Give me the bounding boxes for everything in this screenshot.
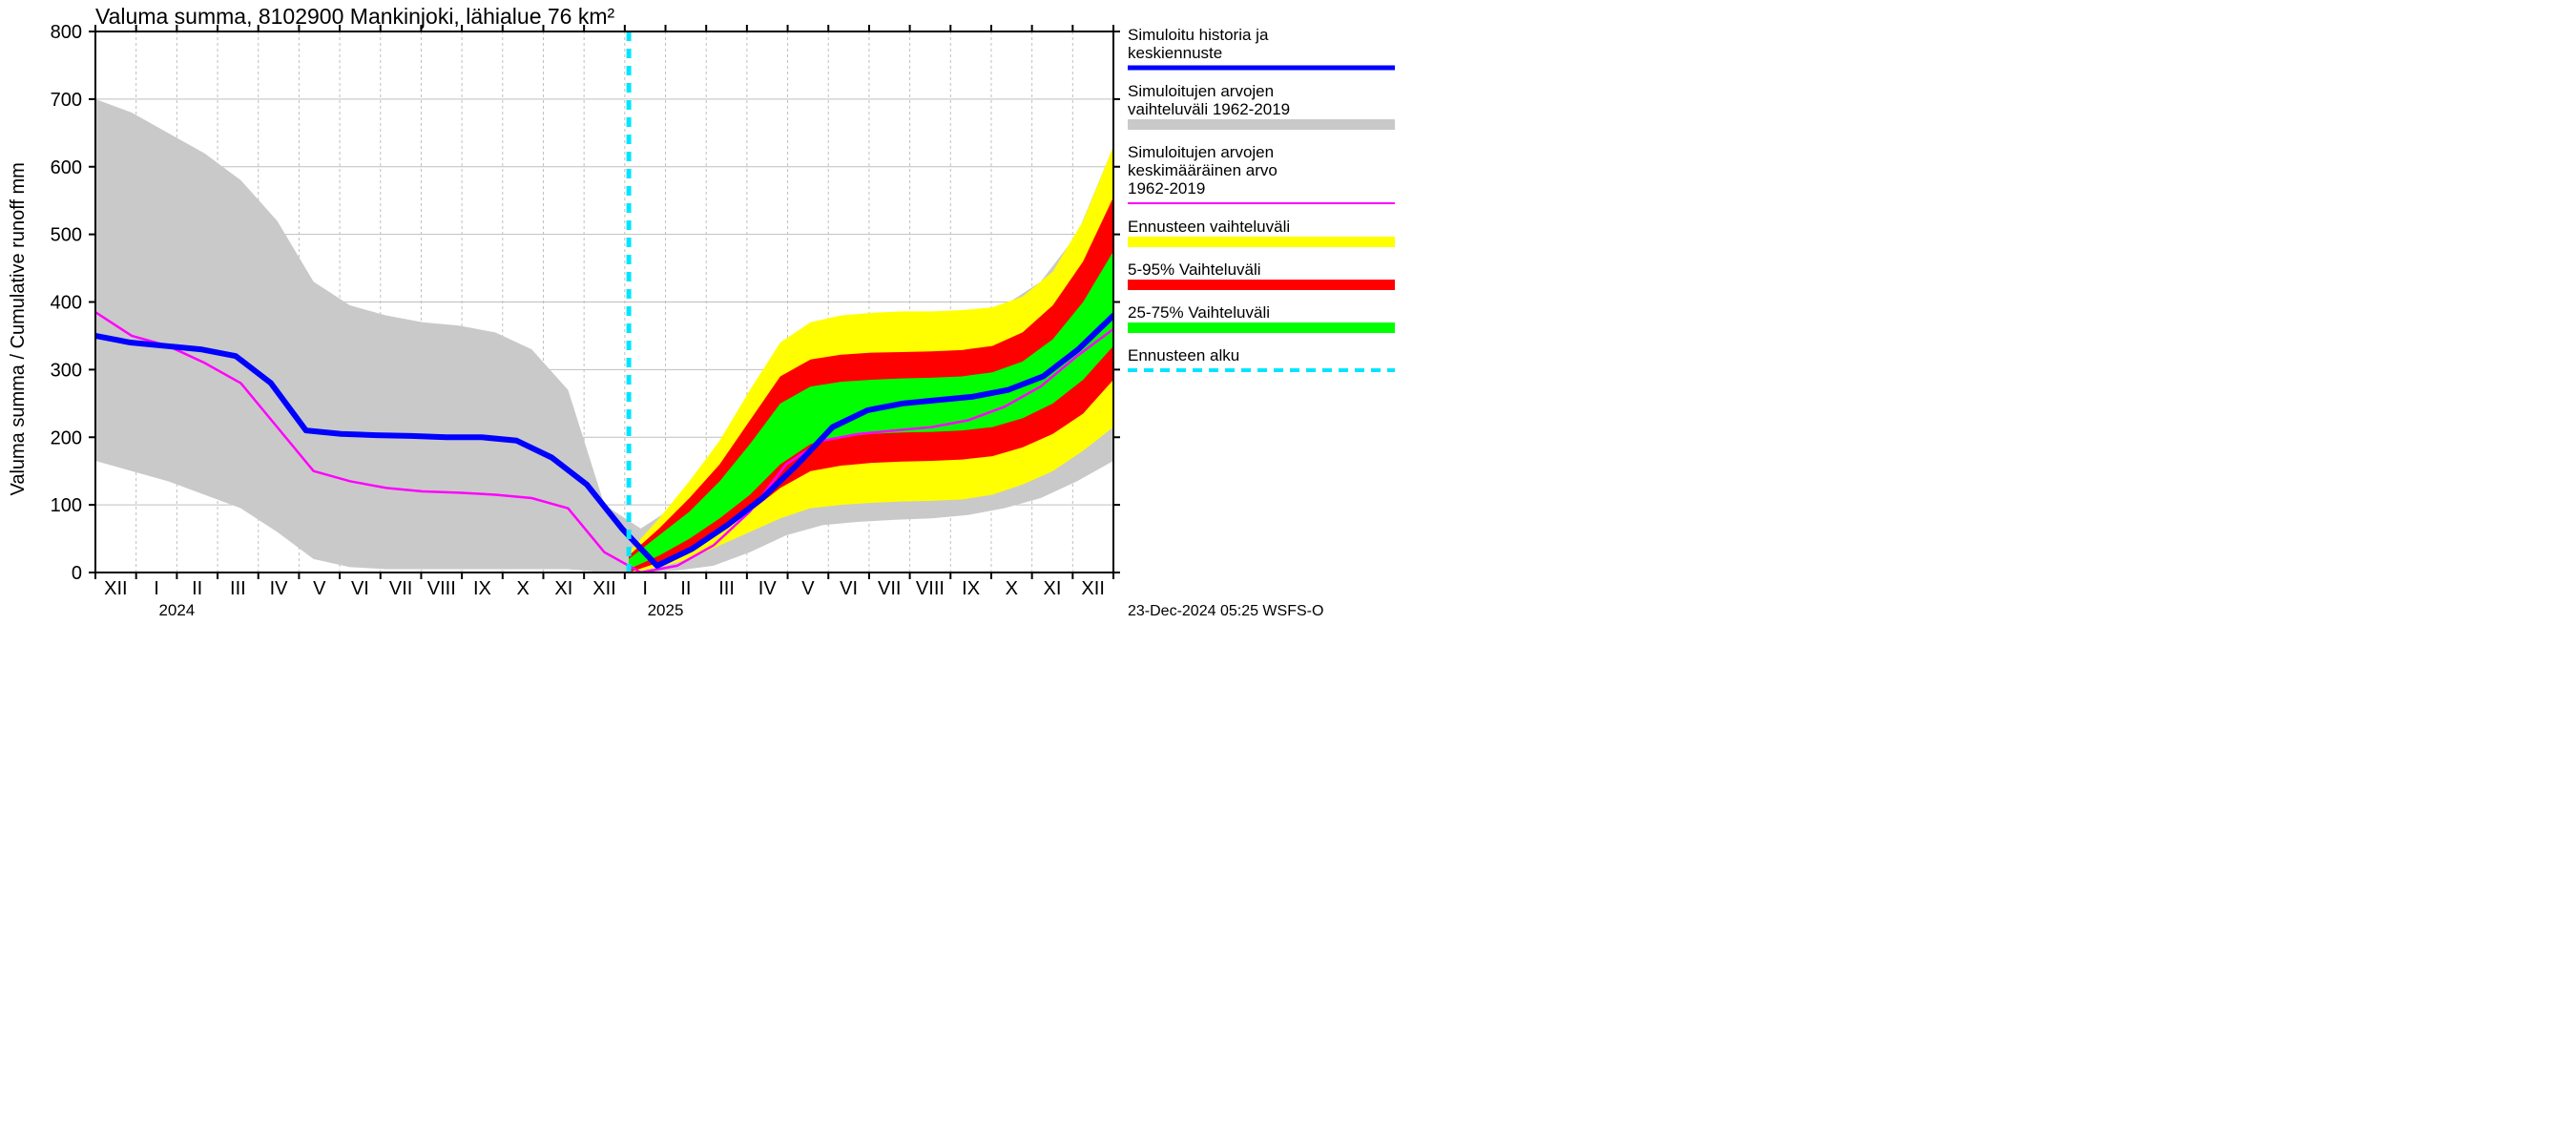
legend-label: Ennusteen alku	[1128, 346, 1239, 364]
month-label: IV	[758, 578, 778, 599]
legend-label: keskimääräinen arvo	[1128, 161, 1278, 179]
month-label: X	[516, 578, 529, 599]
legend-label: 25-75% Vaihteluväli	[1128, 303, 1270, 322]
legend-label: Simuloitujen arvojen	[1128, 143, 1274, 161]
chart-canvas: 0100200300400500600700800XIIIIIIIIIVVVIV…	[0, 0, 1431, 636]
month-label: X	[1006, 578, 1018, 599]
month-label: V	[801, 578, 815, 599]
month-label: II	[192, 578, 202, 599]
month-label: IX	[962, 578, 980, 599]
legend-swatch	[1128, 119, 1395, 130]
month-label: VIII	[427, 578, 456, 599]
year-label: 2024	[158, 601, 195, 619]
chart-footer: 23-Dec-2024 05:25 WSFS-O	[1128, 603, 1323, 619]
month-label: I	[642, 578, 648, 599]
month-label: III	[718, 578, 735, 599]
legend-label: Simuloitujen arvojen	[1128, 82, 1274, 100]
month-label: VI	[351, 578, 369, 599]
month-label: XII	[1081, 578, 1104, 599]
chart-title: Valuma summa, 8102900 Mankinjoki, lähial…	[95, 4, 615, 29]
legend-label: Simuloitu historia ja	[1128, 26, 1269, 44]
y-axis-label: Valuma summa / Cumulative runoff mm	[8, 162, 29, 495]
legend-swatch	[1128, 323, 1395, 333]
legend-label: vaihteluväli 1962-2019	[1128, 100, 1290, 118]
y-tick-label: 400	[51, 293, 82, 314]
month-label: XI	[554, 578, 572, 599]
month-label: IX	[473, 578, 491, 599]
month-label: VI	[840, 578, 858, 599]
year-label: 2025	[648, 601, 684, 619]
legend-label: 1962-2019	[1128, 179, 1205, 198]
month-label: VII	[389, 578, 412, 599]
month-label: VII	[878, 578, 901, 599]
legend-label: Ennusteen vaihteluväli	[1128, 218, 1290, 236]
month-label: V	[313, 578, 326, 599]
month-label: XI	[1044, 578, 1062, 599]
month-label: VIII	[916, 578, 945, 599]
y-tick-label: 100	[51, 495, 82, 516]
month-label: XII	[104, 578, 127, 599]
legend-swatch	[1128, 237, 1395, 247]
legend-swatch	[1128, 280, 1395, 290]
runoff-chart: 0100200300400500600700800XIIIIIIIIIVVVIV…	[0, 0, 1431, 636]
y-tick-label: 200	[51, 427, 82, 448]
y-tick-label: 300	[51, 360, 82, 381]
month-label: XII	[592, 578, 615, 599]
y-tick-label: 600	[51, 157, 82, 178]
legend-label: 5-95% Vaihteluväli	[1128, 260, 1261, 279]
y-tick-label: 700	[51, 90, 82, 111]
legend-label: keskiennuste	[1128, 44, 1222, 62]
y-tick-label: 0	[72, 563, 82, 584]
month-label: IV	[270, 578, 289, 599]
month-label: I	[154, 578, 159, 599]
month-label: III	[230, 578, 246, 599]
y-tick-label: 800	[51, 22, 82, 43]
y-tick-label: 500	[51, 225, 82, 246]
month-label: II	[680, 578, 691, 599]
